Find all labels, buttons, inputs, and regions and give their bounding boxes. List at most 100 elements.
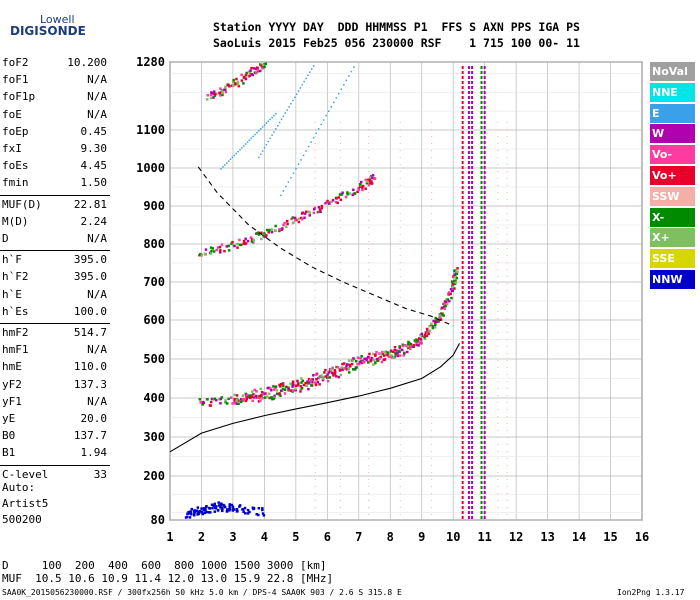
trace-point (433, 325, 437, 328)
trace-point (338, 193, 342, 196)
faint-trace-mark (497, 255, 499, 256)
faint-trace-mark (368, 332, 370, 333)
vertical-trace-mark (467, 111, 470, 114)
vertical-trace-mark (467, 511, 470, 514)
faint-trace-mark (314, 353, 316, 354)
faint-trace-mark (314, 388, 316, 389)
trace-point (358, 360, 362, 364)
vertical-trace-mark (467, 436, 470, 439)
trace-point (208, 404, 212, 407)
trace-point (406, 344, 410, 348)
faint-trace-mark (497, 409, 499, 410)
trace-point (248, 74, 251, 78)
vertical-trace-mark (483, 421, 486, 424)
faint-trace-mark (314, 451, 316, 452)
trace-point (299, 390, 302, 393)
vertical-trace-mark (480, 81, 483, 84)
param-key: h`E (2, 287, 22, 301)
trace-point (356, 362, 359, 366)
trace-point (307, 377, 311, 381)
faint-trace-mark (339, 199, 341, 200)
trace-point (374, 353, 377, 357)
vertical-trace-mark (461, 381, 464, 384)
faint-trace-mark (431, 416, 433, 417)
faint-trace-mark (368, 325, 370, 326)
faint-trace-mark (339, 248, 341, 249)
vertical-trace-mark (461, 296, 464, 299)
trace-point (450, 280, 454, 283)
vertical-trace-mark (471, 316, 474, 319)
trace-point (251, 506, 255, 510)
vertical-trace-mark (467, 251, 470, 254)
vertical-trace-mark (480, 266, 483, 269)
oblique-echo-point (271, 134, 273, 136)
trace-point (242, 242, 246, 245)
faint-trace-mark (368, 164, 370, 165)
trace-point (303, 216, 306, 220)
trace-point (228, 507, 232, 510)
trace-point (280, 228, 283, 231)
trace-point (241, 399, 245, 402)
vertical-trace-mark (467, 331, 470, 334)
vertical-trace-mark (467, 461, 470, 464)
trace-point (309, 378, 312, 382)
faint-trace-mark (368, 122, 370, 123)
oblique-echo-point (224, 164, 226, 166)
trace-point (318, 210, 321, 214)
vertical-trace-mark (471, 86, 474, 89)
vertical-trace-mark (461, 216, 464, 219)
trace-point (265, 395, 269, 398)
vertical-trace-mark (467, 481, 470, 484)
trace-point (365, 357, 368, 360)
faint-trace-mark (314, 276, 316, 277)
trace-point (262, 393, 265, 396)
trace-point (199, 252, 202, 256)
trace-point (415, 340, 419, 343)
vertical-trace-mark (467, 151, 470, 154)
faint-trace-mark (339, 486, 341, 487)
oblique-echo-point (307, 145, 310, 148)
trace-point (431, 326, 435, 330)
trace-point (214, 506, 218, 510)
faint-trace-mark (506, 388, 508, 389)
vertical-trace-mark (471, 221, 474, 224)
oblique-echo-point (263, 124, 266, 126)
trace-point (220, 506, 224, 509)
faint-trace-mark (368, 486, 370, 487)
trace-point (400, 348, 404, 352)
vertical-trace-mark (483, 346, 486, 349)
vertical-trace-mark (467, 86, 470, 89)
trace-point (204, 252, 207, 256)
faint-trace-mark (497, 332, 499, 333)
faint-trace-mark (506, 402, 508, 403)
faint-trace-mark (339, 192, 341, 193)
trace-point (438, 316, 441, 319)
legend-item: Vo- (650, 145, 695, 165)
faint-trace-mark (368, 136, 370, 137)
oblique-echo-point (350, 70, 353, 73)
trace-point (220, 243, 224, 246)
oblique-echo-point (300, 159, 302, 161)
faint-trace-mark (431, 199, 433, 200)
vertical-trace-mark (467, 291, 470, 294)
faint-trace-mark (314, 493, 316, 494)
oblique-echo-point (299, 87, 302, 89)
vertical-trace-mark (480, 76, 483, 79)
trace-point (202, 401, 205, 405)
trace-point (216, 246, 220, 249)
trace-point (220, 502, 223, 505)
trace-point (209, 251, 212, 255)
trace-point (419, 341, 422, 345)
faint-trace-mark (431, 178, 433, 179)
faint-trace-mark (314, 367, 316, 368)
trace-point (275, 392, 279, 395)
trace-point (244, 237, 247, 241)
vertical-trace-mark (471, 201, 474, 204)
trace-point (297, 217, 301, 220)
trace-point (229, 396, 233, 399)
vertical-trace-mark (467, 296, 470, 299)
vertical-trace-mark (471, 141, 474, 144)
trace-point (347, 367, 350, 371)
vertical-trace-mark (461, 141, 464, 144)
trace-point (253, 71, 257, 74)
